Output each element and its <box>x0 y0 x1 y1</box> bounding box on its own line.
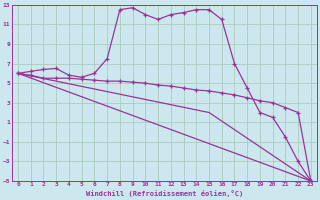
X-axis label: Windchill (Refroidissement éolien,°C): Windchill (Refroidissement éolien,°C) <box>86 190 243 197</box>
